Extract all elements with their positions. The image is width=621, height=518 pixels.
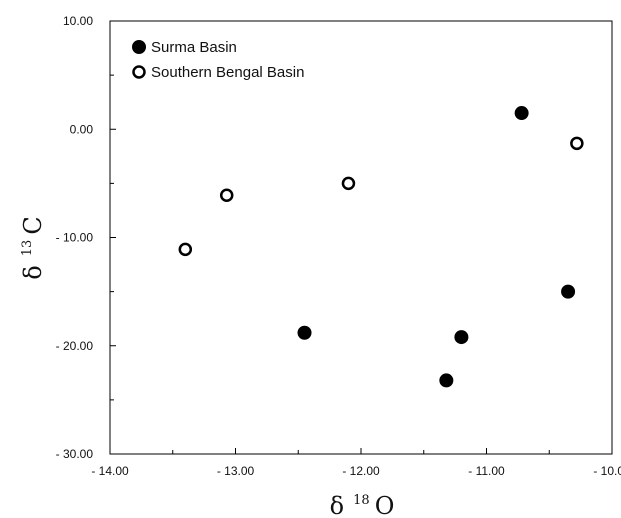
x-axis-title-sup: 18 [353,493,370,508]
point-southern-bengal-basin [341,176,356,191]
x-axis-title-tail: O [375,492,395,518]
x-tick-label: - 11.00 [468,464,505,478]
x-tick-label: - 12.00 [342,464,380,478]
x-axis: - 14.00 - 13.00 - 12.00 - 11.00 - 10.00 [91,448,621,478]
point-surma-basin [561,284,576,299]
x-tick-label: - 13.00 [217,464,255,478]
y-tick-label: - 20.00 [56,339,94,353]
point-southern-bengal-basin [570,136,584,151]
y-axis-title: δ 13 C [16,216,47,280]
point-surma-basin [297,325,312,340]
point-surma-basin [439,373,454,388]
x-tick-label: - 10.00 [593,464,621,478]
legend-label-surma: Surma Basin [151,39,237,56]
data-points [178,106,584,388]
point-southern-bengal-basin [219,188,234,203]
y-tick-label: - 10.00 [56,231,94,245]
legend: Surma Basin Southern Bengal Basin [132,39,304,81]
point-surma-basin [514,106,529,121]
y-axis: 10.00 0.00 - 10.00 - 20.00 - 30.00 [56,14,116,461]
y-axis-title-main: δ [19,265,47,279]
plot-border [109,20,613,455]
x-axis-title: δ 18 O [330,489,395,518]
y-tick-label: 10.00 [63,14,93,28]
x-axis-title-main: δ [330,492,344,518]
plot-frame [109,20,613,455]
y-tick-label: - 30.00 [56,447,94,461]
point-surma-basin [454,330,469,345]
point-southern-bengal-basin [178,242,193,257]
legend-marker-surma [132,40,146,54]
legend-marker-southern-bengal [132,65,146,79]
legend-label-southern-bengal: Southern Bengal Basin [151,64,304,81]
y-axis-title-tail: C [19,216,47,234]
y-axis-title-sup: 13 [20,240,35,257]
y-tick-label: 0.00 [70,122,94,136]
x-tick-label: - 14.00 [91,464,129,478]
